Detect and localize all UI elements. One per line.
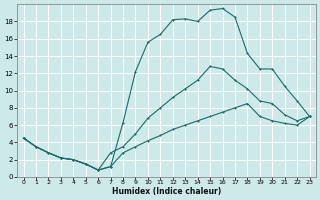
X-axis label: Humidex (Indice chaleur): Humidex (Indice chaleur) — [112, 187, 221, 196]
